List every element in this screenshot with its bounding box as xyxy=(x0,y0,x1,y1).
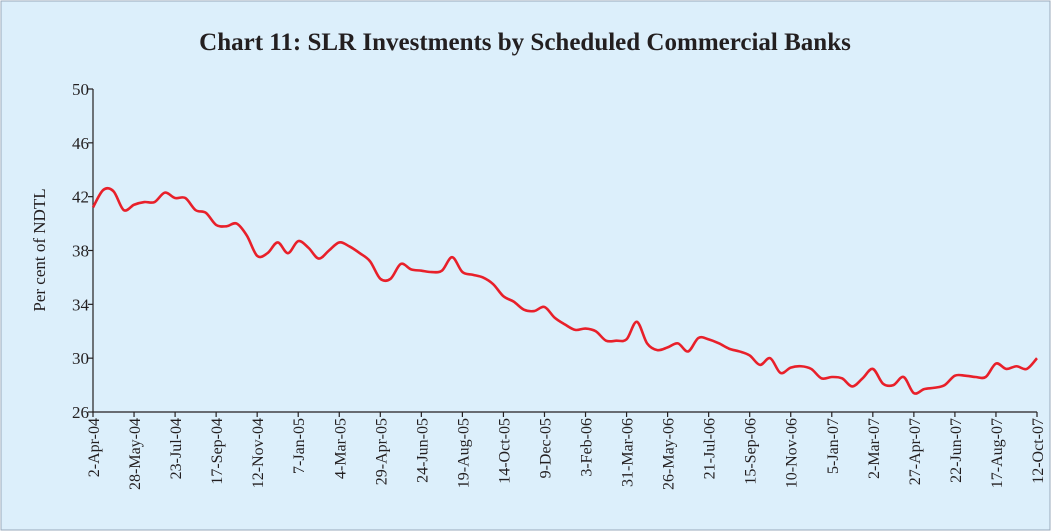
x-tick-label: 21-Jul-06 xyxy=(702,418,719,479)
x-tick-label: 15-Sep-06 xyxy=(743,418,760,485)
x-tick-label: 27-Apr-07 xyxy=(907,418,924,485)
x-tick-label: 28-May-04 xyxy=(127,418,144,490)
x-tick-label: 17-Sep-04 xyxy=(209,418,226,485)
x-tick-label: 7-Jan-05 xyxy=(291,418,308,474)
y-tick-label: 50 xyxy=(72,80,89,99)
y-axis-label: Per cent of NDTL xyxy=(30,188,49,311)
x-tick-label: 5-Jan-07 xyxy=(825,418,842,474)
x-tick-label: 12-Oct-07 xyxy=(1030,418,1047,484)
y-tick-label: 34 xyxy=(72,295,90,314)
x-tick-label: 10-Nov-06 xyxy=(784,418,801,488)
x-tick-label: 12-Nov-04 xyxy=(250,418,267,488)
x-tick-label: 22-Jun-07 xyxy=(948,418,965,483)
y-tick-label: 46 xyxy=(72,134,89,153)
y-tick-label: 38 xyxy=(72,242,89,261)
y-tick-label: 26 xyxy=(72,403,89,422)
x-tick-label: 2-Apr-04 xyxy=(86,418,103,477)
x-tick-label: 31-Mar-06 xyxy=(620,418,637,487)
x-tick-label: 23-Jul-04 xyxy=(168,418,185,479)
x-tick-label: 19-Aug-05 xyxy=(455,418,472,488)
x-tick-label: 3-Feb-06 xyxy=(579,418,596,477)
x-tick-label: 17-Aug-07 xyxy=(989,418,1006,488)
x-tick-label: 4-Mar-05 xyxy=(332,418,349,479)
y-tick-label: 30 xyxy=(72,349,89,368)
x-tick-label: 2-Mar-07 xyxy=(866,418,883,479)
x-tick-label: 26-May-06 xyxy=(661,418,678,490)
chart-title: Chart 11: SLR Investments by Scheduled C… xyxy=(199,29,851,56)
x-tick-label: 24-Jun-05 xyxy=(414,418,431,483)
x-tick-label: 9-Dec-05 xyxy=(537,418,554,478)
x-tick-label: 14-Oct-05 xyxy=(496,418,513,484)
data-line xyxy=(91,186,1038,395)
x-tick-label: 29-Apr-05 xyxy=(373,418,390,485)
y-tick-label: 42 xyxy=(72,188,89,207)
